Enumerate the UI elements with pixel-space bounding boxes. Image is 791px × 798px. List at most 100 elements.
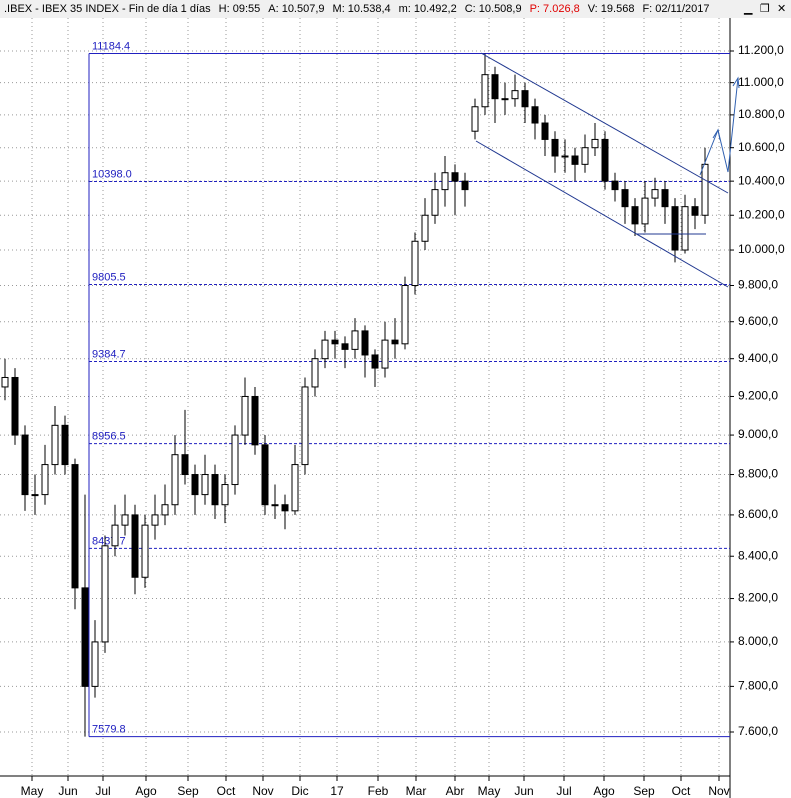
x-tick-label: Jul — [556, 784, 571, 798]
candle-body — [251, 395, 259, 446]
close-button[interactable]: ✕ — [777, 3, 786, 15]
y-tick-label: 8.800,0 — [738, 467, 778, 481]
y-tick-label: 8.400,0 — [738, 548, 778, 562]
x-tick-label: May — [478, 784, 501, 798]
fib-levels: 11184.4 10398.0 9805.5 9384.7 8956.5 8437.7 75… — [88, 40, 730, 738]
candle-body — [431, 189, 439, 216]
y-tick-label: 11.000,0 — [738, 75, 784, 89]
x-tick-label: Sep — [633, 784, 655, 798]
channel-lower — [475, 140, 729, 288]
arrow-head — [732, 76, 740, 89]
header-bar — [0, 0, 791, 18]
candle-body — [11, 376, 19, 436]
x-tick-label: Jun — [514, 784, 533, 798]
x-tick-label: Abr — [446, 784, 465, 798]
y-tick-label: 7.600,0 — [738, 724, 778, 738]
x-tick-label: Ago — [593, 784, 615, 798]
candle-body — [51, 424, 59, 466]
candle-body — [91, 641, 99, 687]
candle-body — [661, 189, 669, 208]
candle-body — [401, 285, 409, 345]
candle-body — [31, 494, 39, 497]
candle-body — [631, 206, 639, 225]
y-tick-label: 8.200,0 — [738, 591, 778, 605]
candle-body — [121, 514, 129, 526]
candle-body — [511, 90, 519, 100]
header-item: .IBEX - IBEX 35 INDEX - Fin de día 1 día… — [4, 3, 211, 15]
candle-body — [351, 330, 359, 350]
x-tick-label: Jun — [58, 784, 77, 798]
candle-body — [301, 386, 309, 466]
y-tick-label: 9.400,0 — [738, 351, 778, 365]
candle-body — [151, 514, 159, 526]
y-tick-label: 9.200,0 — [738, 389, 778, 403]
candle-body — [171, 454, 179, 506]
projection-arrow — [699, 77, 739, 176]
header-item: m: 10.492,2 — [399, 3, 457, 15]
arrow-head — [712, 128, 721, 141]
y-tick-label: 9.600,0 — [738, 314, 778, 328]
candle-body — [371, 354, 379, 369]
candle-body — [681, 206, 689, 251]
y-tick-label: 8.000,0 — [738, 634, 778, 648]
header-item: A: 10.507,9 — [268, 3, 324, 15]
candle-body — [701, 163, 709, 216]
candle-body — [141, 524, 149, 578]
x-tick-label: Nov — [708, 784, 729, 798]
x-tick-label: Feb — [368, 784, 389, 798]
y-tick-label: 10.800,0 — [738, 107, 785, 121]
candle-body — [411, 240, 419, 287]
y-tick-label: 11.200,0 — [738, 43, 784, 57]
candle-body — [81, 587, 89, 687]
minimize-button[interactable]: ▁ — [743, 3, 753, 15]
x-tick-label: Oct — [217, 784, 236, 798]
y-tick-label: 9.800,0 — [738, 278, 778, 292]
level-label: 8437.7 — [92, 535, 126, 547]
y-tick-label: 8.600,0 — [738, 507, 778, 521]
restore-button[interactable]: ❐ — [760, 3, 770, 15]
x-tick-label: Ago — [135, 784, 157, 798]
candle-body — [71, 464, 79, 589]
candle-body — [691, 206, 699, 216]
window-buttons[interactable]: ▁ ❐ ✕ — [743, 3, 786, 15]
candle-body — [241, 395, 249, 436]
candle-body — [471, 106, 479, 132]
header-item: F: 02/11/2017 — [642, 3, 709, 15]
candle-body — [111, 524, 119, 547]
candle-body — [291, 464, 299, 512]
candle-body — [41, 464, 49, 496]
level-label: 11184.4 — [92, 40, 130, 52]
y-tick-label: 9.000,0 — [738, 427, 778, 441]
candle-body — [361, 330, 369, 356]
x-tick-label: Sep — [177, 784, 199, 798]
candle-body — [261, 444, 269, 506]
x-tick-label: Nov — [252, 784, 273, 798]
candle-body — [671, 206, 679, 251]
candle-body — [381, 339, 389, 369]
candle-body — [191, 474, 199, 496]
candle-body — [391, 339, 399, 345]
candle-body — [311, 358, 319, 388]
y-tick-label: 7.800,0 — [738, 679, 778, 693]
y-tick-label: 10.400,0 — [738, 173, 785, 187]
candle-body — [581, 147, 589, 165]
y-tick-label: 10.000,0 — [738, 242, 785, 256]
level-label: 9805.5 — [92, 271, 126, 283]
candle-body — [181, 454, 189, 476]
x-tick-label: May — [21, 784, 44, 798]
axes: 7.600,0 7.800,0 8.000,0 8.200,0 8.400,0 8.600… — [21, 43, 785, 798]
candle-body — [481, 74, 489, 108]
drawings — [475, 52, 740, 288]
candle-body — [201, 474, 209, 496]
candle-body — [21, 434, 29, 496]
candle-body — [131, 514, 139, 578]
candle-body — [491, 74, 499, 100]
level-label: 7579.8 — [92, 724, 126, 736]
level-label: 9384.7 — [92, 348, 126, 360]
level-label: 8956.5 — [92, 430, 126, 442]
candle-body — [591, 138, 599, 149]
candle-body — [101, 545, 109, 643]
candle-body — [611, 180, 619, 191]
x-tick-label: 17 — [330, 784, 344, 798]
header-item: H: 09:55 — [219, 3, 261, 15]
